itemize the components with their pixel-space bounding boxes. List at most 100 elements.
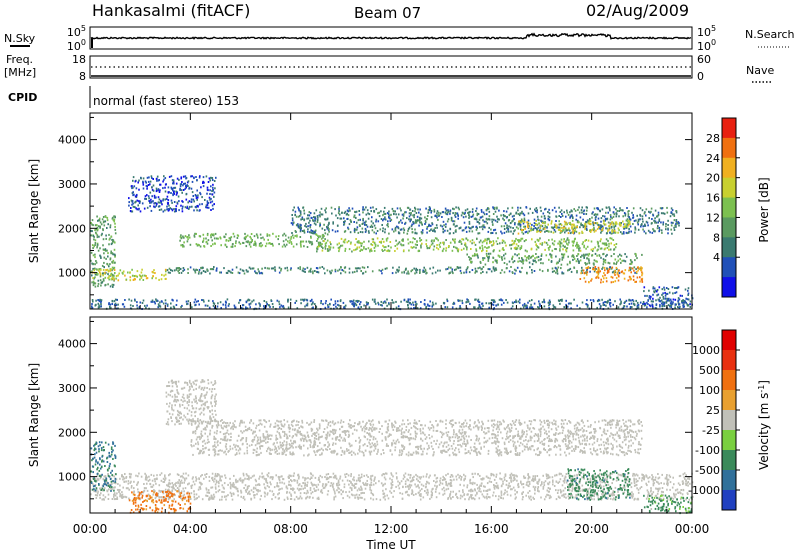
power-cell	[592, 262, 595, 265]
power-cell	[665, 223, 667, 225]
power-cell	[414, 300, 417, 303]
velocity-cell	[361, 488, 363, 491]
colorbar-tick-label: 16	[706, 192, 720, 205]
power-cell	[546, 243, 549, 246]
power-cell	[494, 228, 497, 231]
power-cell	[316, 240, 318, 242]
power-cell	[631, 299, 634, 301]
power-cell	[366, 209, 369, 212]
velocity-cell	[292, 488, 295, 490]
power-cell	[181, 210, 184, 213]
power-cell	[424, 269, 427, 272]
velocity-cell	[487, 496, 490, 498]
power-cell	[114, 215, 116, 218]
power-cell	[266, 267, 269, 270]
velocity-cell	[363, 474, 365, 477]
power-cell	[234, 306, 236, 309]
power-cell	[611, 276, 614, 279]
power-cell	[399, 228, 402, 231]
power-cell	[454, 215, 457, 218]
power-cell	[414, 208, 417, 210]
power-cell	[362, 206, 364, 209]
power-cell	[302, 267, 305, 270]
power-cell	[577, 219, 579, 222]
power-cell	[326, 239, 329, 242]
power-cell	[626, 218, 629, 221]
power-cell	[308, 221, 310, 224]
velocity-cell	[557, 489, 559, 492]
velocity-cell	[459, 494, 462, 497]
power-cell	[318, 214, 321, 217]
power-cell	[666, 297, 668, 300]
velocity-cell	[637, 488, 640, 491]
power-cell	[445, 249, 447, 252]
power-cell	[395, 306, 398, 309]
power-cell	[367, 303, 369, 306]
power-cell	[170, 208, 173, 211]
power-cell	[419, 237, 421, 240]
power-cell	[513, 260, 516, 263]
velocity-cell	[164, 475, 166, 478]
power-cell	[219, 236, 221, 239]
power-cell	[102, 221, 105, 224]
velocity-cell	[542, 474, 544, 477]
power-cell	[600, 230, 603, 233]
power-cell	[403, 299, 406, 302]
power-cell	[214, 187, 216, 190]
power-cell	[443, 224, 445, 227]
power-cell	[570, 209, 573, 212]
power-cell	[522, 222, 525, 225]
velocity-cell	[657, 473, 659, 475]
power-cell	[586, 299, 588, 302]
power-cell	[455, 229, 457, 232]
power-cell	[212, 186, 214, 189]
power-cell	[324, 272, 326, 275]
power-cell	[187, 238, 189, 241]
power-cell	[108, 233, 110, 236]
power-cell	[410, 213, 412, 216]
power-cell	[682, 306, 685, 308]
power-cell	[322, 236, 324, 239]
power-cell	[585, 213, 588, 215]
power-cell	[562, 255, 565, 258]
power-cell	[659, 296, 661, 299]
power-cell	[297, 206, 299, 209]
velocity-cell	[195, 478, 198, 480]
power-cell	[93, 282, 95, 284]
velocity-cell	[119, 492, 121, 495]
power-cell	[181, 207, 184, 210]
power-cell	[321, 213, 324, 216]
power-cell	[418, 219, 420, 222]
power-cell	[308, 270, 310, 273]
power-cell	[615, 208, 617, 211]
power-cell	[314, 303, 316, 306]
velocity-cell	[182, 487, 184, 490]
power-cell	[598, 299, 601, 302]
power-cell	[231, 245, 234, 248]
power-cell	[646, 294, 648, 297]
velocity-cell	[375, 498, 378, 501]
power-cell	[183, 241, 185, 244]
power-cell	[572, 249, 575, 252]
power-cell	[348, 207, 350, 210]
power-cell	[152, 271, 154, 274]
velocity-cell	[111, 498, 114, 500]
beam-title: Beam 07	[354, 4, 421, 22]
power-cell	[582, 269, 585, 272]
power-cell	[510, 230, 512, 233]
power-cell	[500, 225, 503, 228]
power-cell	[510, 243, 513, 246]
power-cell	[557, 266, 560, 269]
power-cell	[190, 175, 192, 178]
power-cell	[545, 207, 547, 210]
power-cell	[482, 270, 484, 273]
power-cell	[197, 300, 199, 303]
power-cell	[263, 238, 265, 241]
power-cell	[493, 208, 496, 210]
power-cell	[558, 226, 561, 229]
power-cell	[264, 266, 266, 269]
power-cell	[534, 240, 537, 243]
power-cell	[662, 297, 665, 300]
power-cell	[166, 205, 168, 208]
